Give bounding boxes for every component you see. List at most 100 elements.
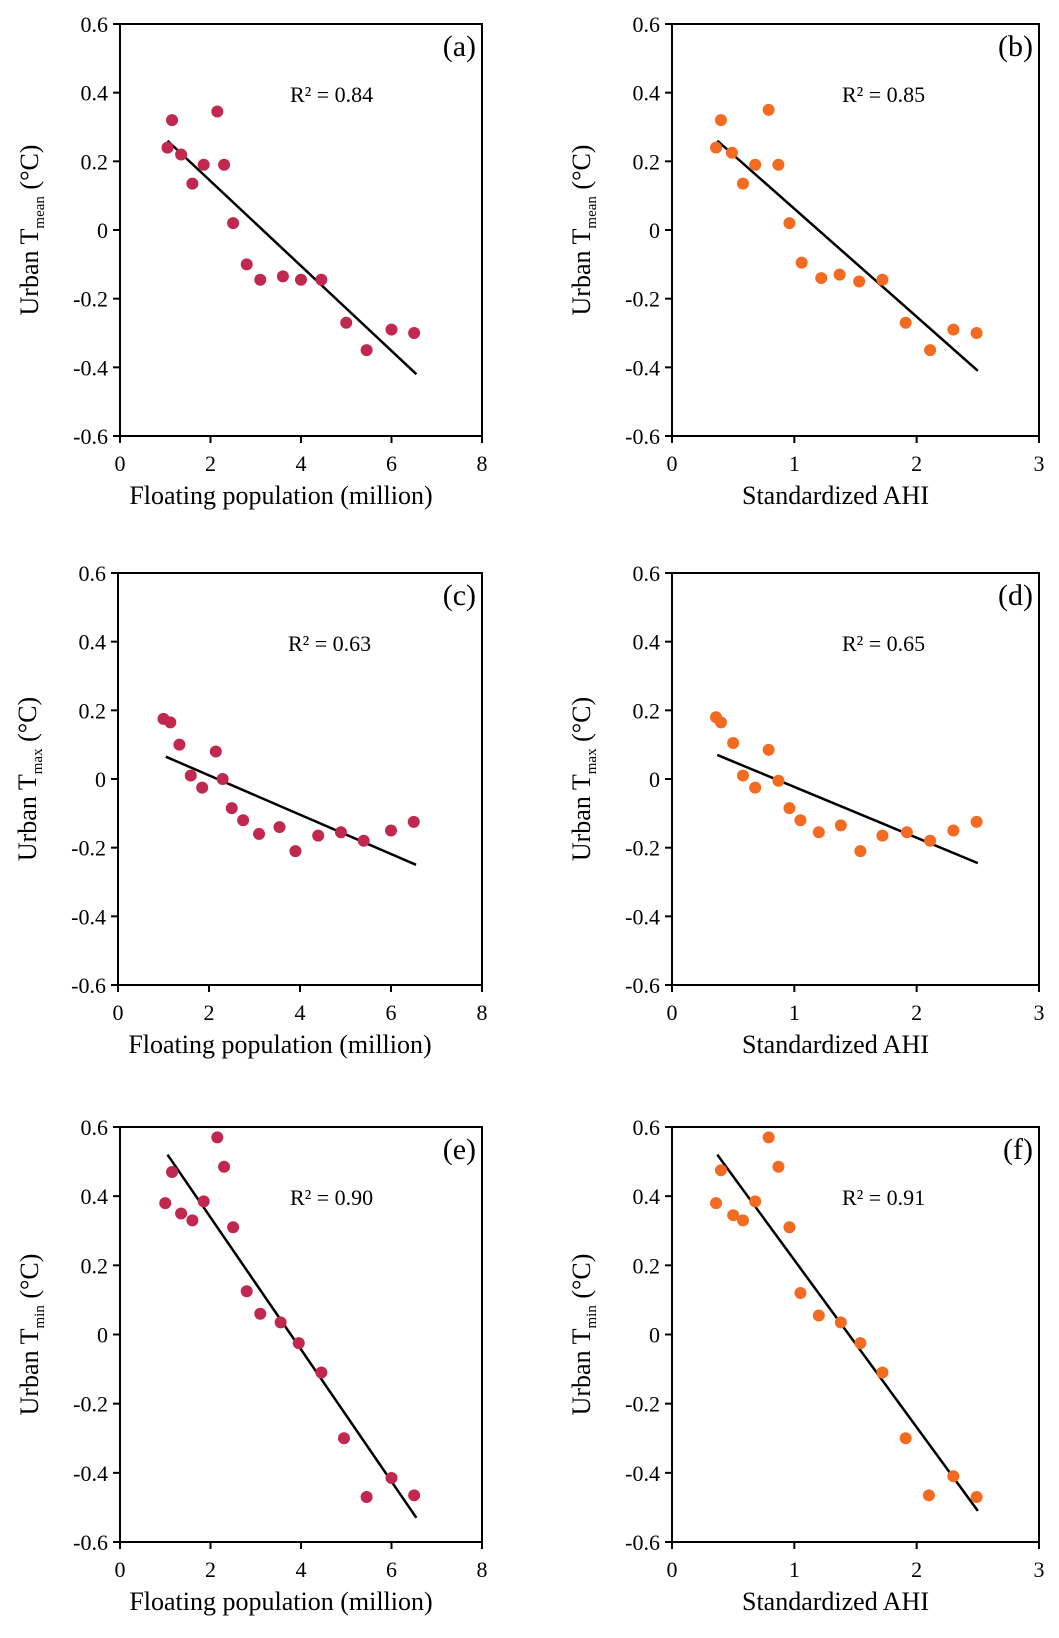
data-point	[254, 1307, 267, 1320]
data-point	[947, 1470, 960, 1483]
data-point	[749, 158, 762, 171]
x-tick-label: 6	[386, 451, 397, 476]
data-point	[312, 829, 325, 842]
data-point	[899, 1432, 912, 1445]
y-tick-label: 0.2	[633, 149, 661, 174]
x-tick-label: 2	[205, 1557, 216, 1582]
data-point	[834, 819, 847, 832]
data-point	[833, 268, 846, 281]
data-point	[762, 103, 775, 116]
panel-label: (d)	[998, 579, 1033, 612]
data-point	[710, 141, 723, 154]
x-tick-label: 8	[477, 1557, 488, 1582]
chart-panel-b: 0.6 0.4 0.2 0 -0.2 -0.4 -0.6 0 1 2 3 Standardized A…	[567, 12, 1045, 510]
data-point	[736, 1214, 749, 1227]
y-axis-label-unit: (°C)	[15, 145, 44, 197]
y-axis-label: Urban Tmax (°C)	[567, 697, 600, 861]
chart-panel-d: 0.6 0.4 0.2 0 -0.2 -0.4 -0.6 0 1 2 3 Standardized A…	[567, 561, 1045, 1059]
data-point	[240, 258, 253, 271]
trend-line	[716, 753, 979, 865]
data-point	[175, 1207, 188, 1220]
data-point	[360, 1491, 373, 1504]
x-axis-label: Standardized AHI	[742, 481, 929, 510]
data-point	[795, 256, 808, 269]
data-point	[173, 738, 186, 751]
y-axis-label: Urban Tmin (°C)	[567, 1254, 600, 1416]
data-point	[340, 316, 353, 329]
y-tick-label: 0	[95, 767, 106, 792]
data-point	[408, 1489, 421, 1502]
data-point	[749, 1195, 762, 1208]
y-tick-label: 0	[649, 767, 660, 792]
x-axis-label: Standardized AHI	[742, 1587, 929, 1616]
y-axis-label: Urban Tmin (°C)	[15, 1254, 48, 1416]
y-tick-label: 0.4	[633, 1184, 661, 1209]
y-tick-label: -0.4	[625, 904, 660, 929]
data-point	[253, 827, 266, 840]
y-axis-label: Urban Tmax (°C)	[13, 697, 46, 861]
data-point	[794, 1287, 807, 1299]
y-tick-label: -0.2	[625, 287, 660, 312]
y-tick-label: 0	[649, 218, 660, 243]
x-tick-label: 0	[115, 1557, 126, 1582]
r-squared-annotation: R² = 0.91	[842, 1185, 925, 1210]
data-point	[186, 177, 199, 190]
x-tick-label: 2	[911, 1000, 922, 1025]
y-tick-label: 0.4	[79, 630, 107, 655]
y-tick-label: 0.2	[633, 1253, 661, 1278]
data-point	[834, 1316, 847, 1329]
y-axis-label-subscript: min	[32, 1305, 48, 1329]
y-axis-label-unit: (°C)	[567, 697, 596, 749]
data-point	[209, 745, 222, 758]
panel-label: (f)	[1003, 1133, 1033, 1166]
data-point	[772, 1160, 785, 1173]
r-squared-annotation: R² = 0.85	[842, 82, 925, 107]
y-tick-label: 0.2	[633, 698, 661, 723]
y-axis-label-main: Urban T	[567, 1328, 596, 1415]
data-point	[295, 273, 307, 286]
chart-panel-e: 0.6 0.4 0.2 0 -0.2 -0.4 -0.6 0 2 4 6 8 Floating popu…	[15, 1115, 488, 1616]
x-tick-label: 1	[789, 451, 800, 476]
trend-line	[166, 139, 418, 376]
chart-panel-c: 0.6 0.4 0.2 0 -0.2 -0.4 -0.6 0 2 4 6 8 Floating popu…	[13, 561, 488, 1059]
data-point	[854, 1337, 867, 1350]
x-axis-label: Floating population (million)	[129, 1587, 432, 1616]
y-axis-label-subscript: max	[30, 748, 46, 774]
r-squared-annotation: R² = 0.63	[288, 631, 371, 656]
x-tick-label: 4	[296, 1557, 307, 1582]
data-point	[211, 1131, 224, 1144]
x-tick-label: 4	[295, 1000, 306, 1025]
data-point	[407, 815, 420, 828]
data-point	[216, 773, 229, 785]
data-point	[853, 275, 866, 288]
trend-line	[166, 1153, 418, 1519]
y-axis-label-main: Urban T	[15, 1328, 44, 1415]
panel-label: (e)	[443, 1133, 476, 1166]
data-point	[725, 146, 738, 159]
y-axis-label-subscript: mean	[32, 196, 48, 229]
y-tick-label: 0.6	[81, 1115, 109, 1140]
data-point	[274, 1316, 287, 1329]
data-point	[783, 802, 796, 815]
data-point	[772, 774, 785, 787]
y-tick-label: 0.6	[633, 1115, 661, 1140]
y-tick-label: -0.6	[73, 1530, 108, 1555]
data-point	[196, 781, 209, 794]
data-point	[970, 815, 983, 828]
data-point	[876, 1366, 889, 1379]
data-point	[276, 270, 289, 283]
data-point	[227, 1221, 240, 1234]
data-point	[408, 327, 421, 339]
data-point	[812, 1309, 825, 1322]
y-tick-label: 0.6	[81, 12, 109, 37]
y-tick-label: -0.6	[625, 1530, 660, 1555]
data-point	[736, 769, 749, 782]
x-tick-label: 3	[1034, 1557, 1045, 1582]
data-point	[714, 716, 727, 729]
data-point	[166, 1165, 179, 1178]
y-tick-label: -0.2	[625, 1392, 660, 1417]
data-point	[385, 323, 398, 336]
y-tick-label: 0.6	[633, 561, 661, 586]
data-point	[794, 814, 807, 827]
